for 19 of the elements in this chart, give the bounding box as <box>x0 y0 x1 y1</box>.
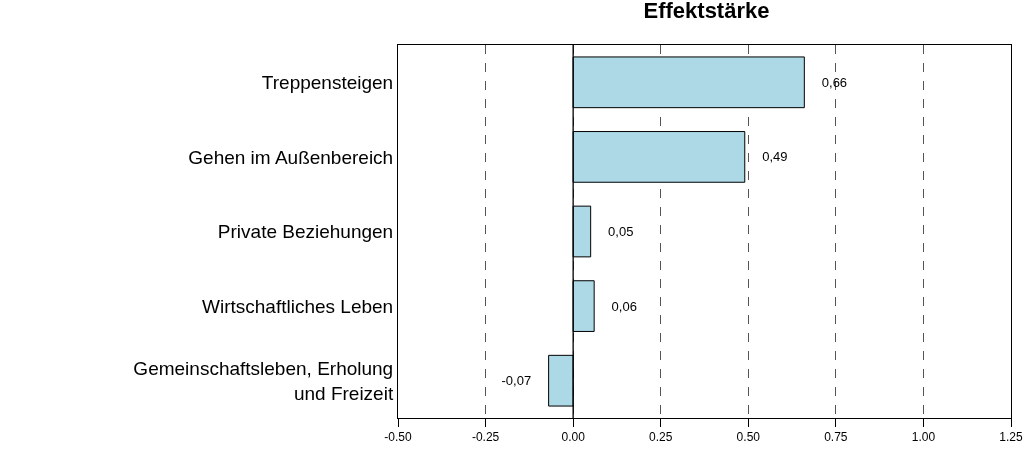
y-tick-label: Gehen im Außenbereich <box>188 146 394 168</box>
y-tick-label: Treppensteigen <box>261 71 394 93</box>
x-tick-label: -0.25 <box>471 430 500 445</box>
y-tick-label: Wirtschaftliches Leben <box>202 295 394 317</box>
x-tick-label: 0.00 <box>561 430 586 445</box>
chart-title: Effektstärke <box>643 0 770 23</box>
x-tick-label: 0.25 <box>649 430 673 445</box>
x-tick-label: 1.25 <box>999 430 1023 445</box>
y-tick-label: Gemeinschaftsleben, Erholung und Freizeit <box>133 358 394 404</box>
data-label: -0,07 <box>487 373 546 389</box>
x-tick-label: 1.00 <box>911 430 936 445</box>
data-label: 0,06 <box>597 298 652 314</box>
x-tick-label: -0.50 <box>384 430 412 445</box>
data-label: 0,05 <box>593 224 648 239</box>
y-tick-label: Private Beziehungen <box>217 221 394 243</box>
x-tick-label: 0.75 <box>824 430 848 445</box>
data-label: 0,66 <box>807 74 862 90</box>
data-label: 0,49 <box>747 149 802 165</box>
x-tick-label: 0.50 <box>736 430 761 445</box>
